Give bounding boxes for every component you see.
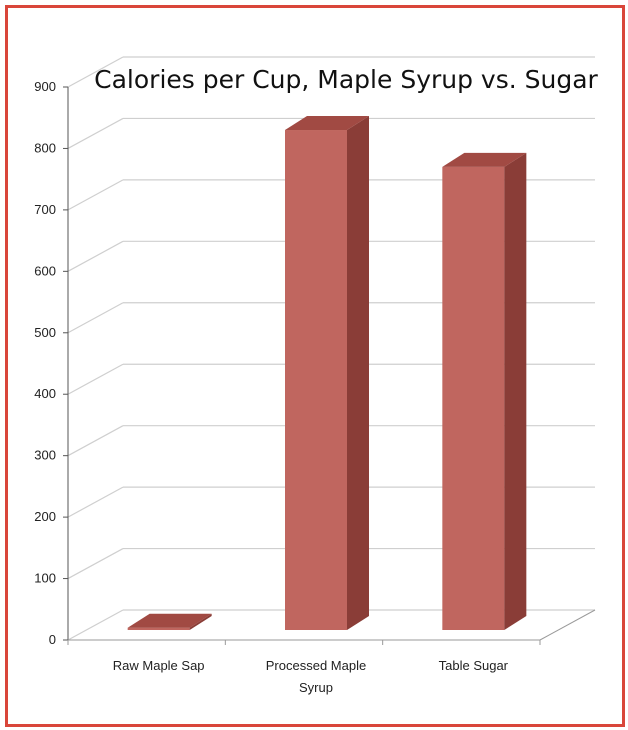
bar-1: [127, 613, 212, 630]
gridline-side: [67, 548, 124, 580]
bar-top: [127, 613, 212, 628]
x-category-label-line: Syrup: [299, 680, 333, 695]
y-tick-label: 300: [34, 448, 56, 463]
gridline-side: [67, 363, 124, 395]
gridline-side: [67, 425, 124, 457]
bar-front: [127, 627, 190, 630]
axes: [63, 86, 596, 645]
bars: [127, 116, 527, 630]
floor-right-edge: [539, 609, 596, 641]
x-axis-category-labels: Raw Maple Sap Processed Maple Syrup Table S…: [113, 658, 509, 695]
y-tick-label: 800: [34, 140, 56, 155]
y-axis-tick-labels: 0 100 200 300 400 500 600 700 800 900: [34, 79, 56, 647]
y-tick-label: 700: [34, 202, 56, 217]
chart-title: Calories per Cup, Maple Syrup vs. Sugar: [94, 65, 598, 94]
y-tick-label: 500: [34, 325, 56, 340]
gridline-side: [67, 609, 124, 641]
gridline-side: [67, 302, 124, 334]
bar-side: [347, 116, 369, 630]
y-tick-label: 0: [49, 632, 56, 647]
x-category-label-line: Raw Maple Sap: [113, 658, 205, 673]
x-category-label: Table Sugar: [439, 658, 509, 673]
y-tick-label: 400: [34, 386, 56, 401]
gridline-side: [67, 117, 124, 149]
bar-top: [442, 152, 527, 167]
bar-side: [189, 613, 212, 630]
bar-front: [442, 166, 505, 630]
x-category-label: Processed Maple Syrup: [266, 658, 366, 695]
x-category-label-line: Processed Maple: [266, 658, 366, 673]
bar-2: [285, 116, 369, 630]
bar-top: [285, 116, 369, 131]
gridline-side: [67, 486, 124, 518]
gridline-side: [67, 240, 124, 272]
y-tick-label: 600: [34, 263, 56, 278]
gridline-side: [67, 179, 124, 211]
y-tick-label: 100: [34, 571, 56, 586]
bar-3: [442, 152, 527, 630]
bar-front: [285, 130, 347, 630]
bar-side: [504, 152, 527, 630]
x-category-label: Raw Maple Sap: [113, 658, 205, 673]
x-category-label-line: Table Sugar: [439, 658, 509, 673]
gridline-side: [67, 56, 124, 88]
y-tick-label: 900: [34, 79, 56, 94]
y-tick-label: 200: [34, 509, 56, 524]
